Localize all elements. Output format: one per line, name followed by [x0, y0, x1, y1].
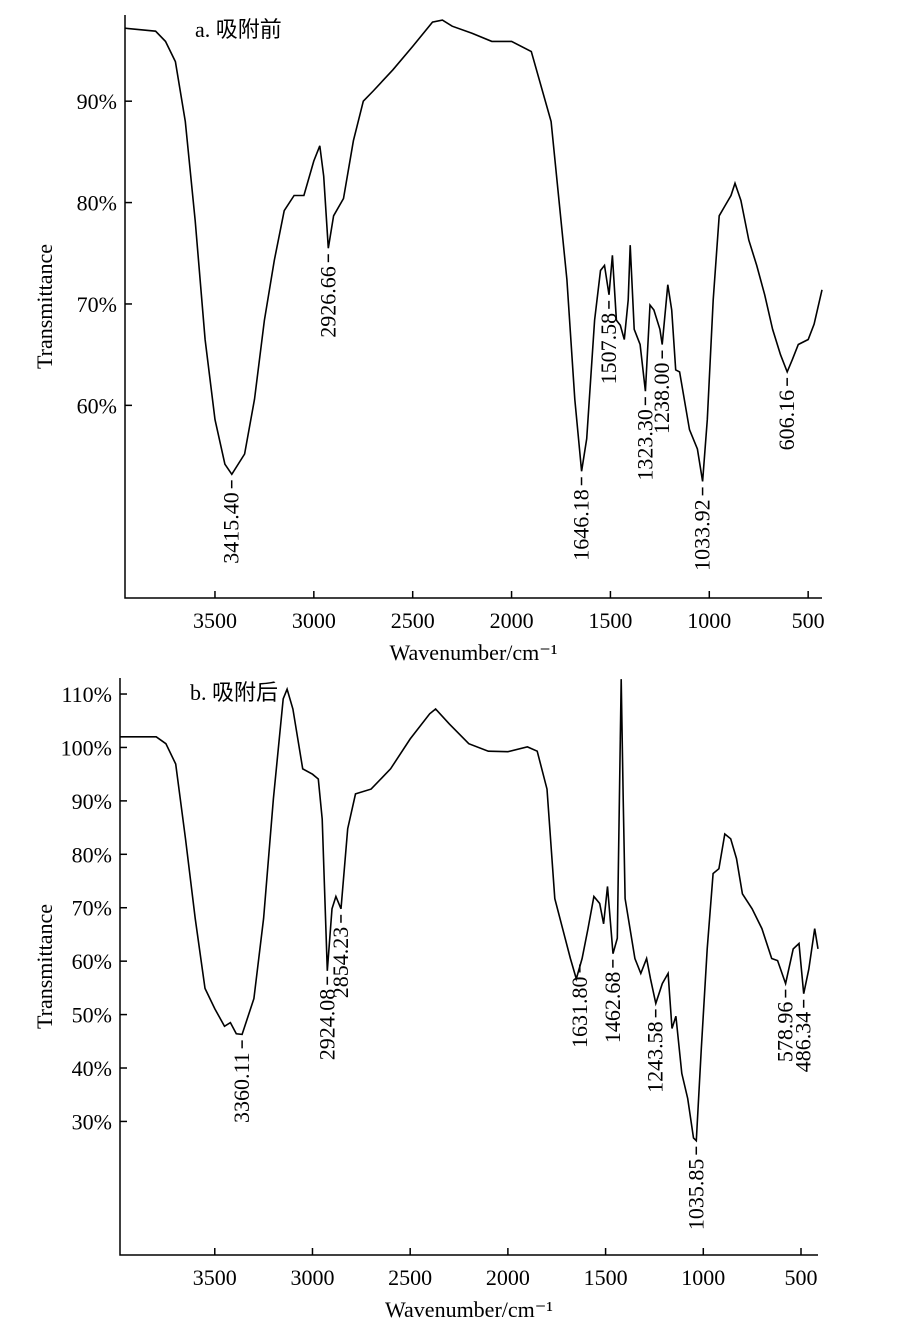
y-axis-label: Transmittance — [32, 904, 57, 1029]
peak-label: 486.34 — [791, 1012, 816, 1073]
x-tick-label: 1000 — [681, 1265, 725, 1290]
x-tick-label: 2000 — [486, 1265, 530, 1290]
axes — [124, 15, 822, 599]
y-tick-label: 80% — [77, 191, 117, 216]
peak-label: 578.96 — [773, 1002, 798, 1063]
peak-label: 1646.18 — [569, 489, 594, 561]
chart-title: b. 吸附后 — [190, 680, 278, 705]
y-tick-label: 110% — [61, 682, 112, 707]
x-axis-label: Wavenumber/cm⁻¹ — [385, 1297, 553, 1322]
peak-label: 1323.30 — [632, 409, 657, 481]
y-tick-label: 80% — [72, 842, 112, 867]
y-axis-label: Transmittance — [32, 244, 57, 369]
peak-label: 1033.92 — [690, 499, 715, 571]
x-tick-label: 3500 — [193, 1265, 237, 1290]
axes — [119, 678, 818, 1256]
x-tick-label: 1500 — [584, 1265, 628, 1290]
chart-title: a. 吸附前 — [195, 17, 282, 42]
y-tick-label: 70% — [72, 896, 112, 921]
y-tick-label: 100% — [61, 735, 112, 760]
x-tick-label: 3500 — [193, 608, 237, 633]
y-tick-label: 90% — [72, 789, 112, 814]
peak-label: 1507.58 — [596, 313, 621, 385]
y-tick-label: 90% — [77, 89, 117, 114]
y-tick-label: 50% — [72, 1003, 112, 1028]
x-tick-label: 2000 — [490, 608, 534, 633]
peak-label: 1462.68 — [600, 972, 625, 1043]
x-tick-label: 2500 — [388, 1265, 432, 1290]
peak-label: 2926.66 — [315, 266, 340, 338]
y-tick-label: 30% — [72, 1109, 112, 1134]
y-tick-label: 40% — [72, 1056, 112, 1081]
y-tick-label: 60% — [72, 949, 112, 974]
x-tick-label: 1500 — [588, 608, 632, 633]
x-tick-label: 3000 — [290, 1265, 334, 1290]
peak-label: 2924.08 — [314, 989, 339, 1061]
peak-label: 1631.80 — [567, 976, 592, 1048]
spectrum-line — [120, 679, 819, 1143]
peak-label: 1035.85 — [683, 1159, 708, 1231]
x-tick-label: 500 — [792, 608, 825, 633]
peak-label: 606.16 — [774, 390, 799, 451]
x-tick-label: 3000 — [292, 608, 336, 633]
y-tick-label: 60% — [77, 393, 117, 418]
x-tick-label: 2500 — [391, 608, 435, 633]
x-tick-label: 500 — [784, 1265, 817, 1290]
spectrum-line — [124, 19, 823, 482]
peak-label: 3360.11 — [229, 1052, 254, 1123]
peak-label: 3415.40 — [219, 492, 244, 564]
y-tick-label: 70% — [77, 292, 117, 317]
x-axis-label: Wavenumber/cm⁻¹ — [390, 640, 558, 665]
x-tick-label: 1000 — [687, 608, 731, 633]
peak-label: 1238.00 — [649, 363, 674, 435]
peak-label: 1243.58 — [643, 1021, 668, 1093]
peak-label: 2854.23 — [328, 927, 353, 999]
